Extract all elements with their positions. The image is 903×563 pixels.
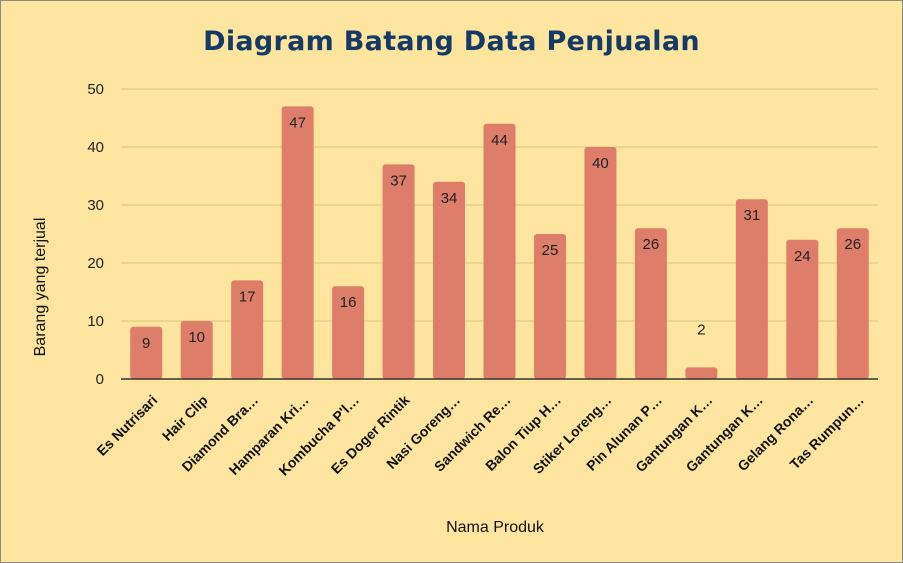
data-label: 26: [643, 236, 660, 253]
y-tick-label: 40: [87, 139, 104, 156]
data-label: 17: [239, 288, 256, 305]
data-label: 44: [491, 132, 508, 149]
data-label: 24: [794, 248, 811, 265]
bar: [735, 199, 768, 379]
data-label: 40: [592, 155, 609, 172]
data-label: 25: [542, 242, 559, 259]
y-tick-label: 20: [87, 255, 104, 272]
data-label: 34: [441, 190, 458, 207]
bar: [533, 234, 566, 379]
bar: [231, 280, 264, 379]
data-label: 31: [743, 207, 760, 224]
data-label: 47: [289, 114, 306, 131]
data-label: 26: [844, 236, 861, 253]
y-tick-label: 0: [96, 371, 104, 388]
x-tick-label: Hair Clip: [159, 392, 211, 444]
bar: [584, 147, 617, 379]
bars: [130, 106, 869, 380]
bar: [180, 321, 213, 379]
y-tick-label: 50: [87, 81, 104, 98]
y-axis-title: Barang yang terjual: [32, 218, 49, 357]
data-label: 2: [697, 321, 705, 338]
y-axis-ticks: 0 10 20 30 40 50: [87, 81, 104, 388]
x-tick-label: Es Nutrisari: [93, 392, 160, 459]
bar: [836, 228, 869, 379]
data-label: 9: [142, 335, 150, 352]
bar: [281, 106, 314, 380]
data-labels: 9 10 17 47 16 37 34 44 25 40 26 2 31 24 26: [142, 114, 861, 351]
data-label: 10: [188, 329, 205, 346]
data-label: 37: [390, 172, 407, 189]
bar: [382, 164, 415, 379]
y-tick-label: 30: [87, 197, 104, 214]
bar: [786, 239, 819, 379]
bar: [483, 123, 516, 379]
y-tick-label: 10: [87, 313, 104, 330]
x-axis-title: Nama Produk: [446, 519, 545, 536]
data-label: 16: [340, 294, 357, 311]
bar: [130, 326, 163, 379]
bar: [634, 228, 667, 379]
bar: [332, 286, 365, 379]
bar: [685, 367, 718, 379]
chart-title: Diagram Batang Data Penjualan: [203, 26, 700, 57]
bar: [433, 181, 466, 379]
